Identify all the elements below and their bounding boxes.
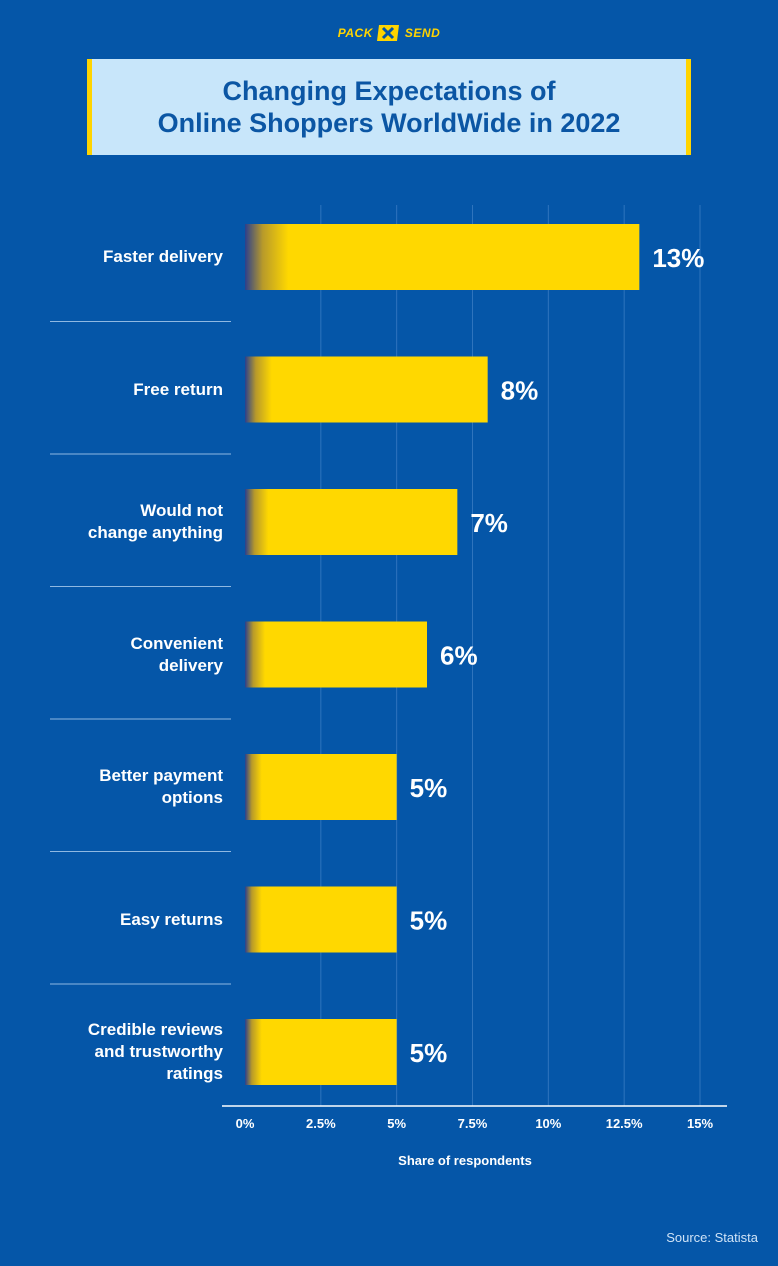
bar-value-label: 6% [440,641,478,671]
bar [245,224,640,290]
category-label: Faster delivery [102,247,223,266]
logo-text-send: SEND [404,26,441,40]
bar-value-label: 13% [652,243,704,273]
source-note: Source: Statista [666,1230,758,1245]
x-tick-label: 5% [387,1116,406,1131]
category-label: Would not change anything [87,501,223,542]
category-label: Easy returns [120,909,223,929]
bar [245,1019,397,1085]
logo-text-pack: PACK [337,26,373,40]
category-label: Free return [133,379,223,399]
x-tick-label: 0% [236,1116,255,1131]
x-axis-label: Share of respondents [398,1153,532,1168]
logo: PACK SEND [0,20,778,46]
x-tick-label: 7.5% [458,1116,488,1131]
bar [245,356,488,423]
bar [245,489,458,555]
category-label: Convenient delivery [130,633,223,675]
bar [245,754,397,820]
bar [245,621,427,688]
x-tick-label: 15% [687,1116,713,1131]
x-tick-label: 12.5% [606,1116,643,1131]
x-tick-label: 10% [535,1116,561,1131]
title-box: Changing Expectations of Online Shoppers… [87,59,691,155]
pack-and-send-logo-icon [376,25,399,41]
bar-value-label: 5% [410,906,448,936]
bar-value-label: 5% [410,773,448,803]
category-label: Better payment options [99,766,223,807]
bar [245,886,397,953]
bar-value-label: 8% [501,376,539,406]
chart-title: Changing Expectations of Online Shoppers… [157,76,621,138]
bar-value-label: 5% [410,1038,448,1068]
x-tick-label: 2.5% [306,1116,336,1131]
bar-value-label: 7% [470,508,508,538]
category-label: Credible reviews and trustworthy ratings [87,1020,223,1083]
